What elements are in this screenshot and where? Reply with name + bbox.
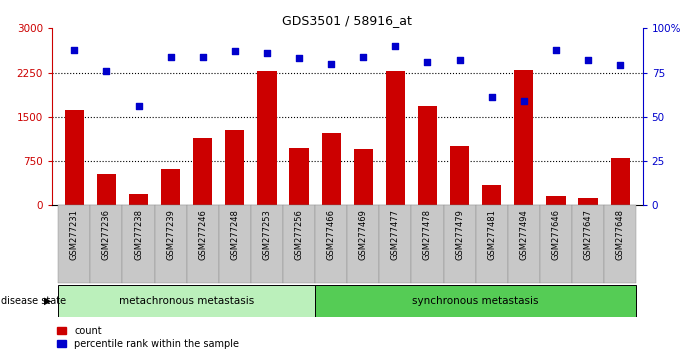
Bar xyxy=(347,205,379,283)
Point xyxy=(583,57,594,63)
Bar xyxy=(251,205,283,283)
Point xyxy=(422,59,433,65)
Bar xyxy=(572,205,604,283)
Bar xyxy=(354,149,373,205)
Bar xyxy=(482,185,502,205)
Bar xyxy=(193,138,212,205)
Text: GSM277236: GSM277236 xyxy=(102,209,111,260)
Bar xyxy=(65,110,84,205)
Bar xyxy=(225,130,245,205)
Bar xyxy=(450,146,469,205)
Point xyxy=(165,54,176,59)
Bar xyxy=(129,194,148,205)
Text: GSM277479: GSM277479 xyxy=(455,209,464,260)
Text: GSM277494: GSM277494 xyxy=(520,209,529,260)
Point xyxy=(614,63,625,68)
Text: GSM277469: GSM277469 xyxy=(359,209,368,260)
Point xyxy=(69,47,80,52)
Text: GSM277477: GSM277477 xyxy=(391,209,400,260)
Point xyxy=(551,47,562,52)
Text: GSM277253: GSM277253 xyxy=(263,209,272,260)
Bar xyxy=(122,205,155,283)
Point xyxy=(261,50,272,56)
Bar xyxy=(257,72,276,205)
Text: GSM277239: GSM277239 xyxy=(166,209,175,260)
Point xyxy=(294,56,305,61)
Bar xyxy=(540,205,572,283)
Legend: count, percentile rank within the sample: count, percentile rank within the sample xyxy=(57,326,239,349)
Bar xyxy=(386,72,405,205)
Bar xyxy=(411,205,444,283)
Text: GSM277646: GSM277646 xyxy=(551,209,560,260)
Text: GSM277231: GSM277231 xyxy=(70,209,79,260)
Bar xyxy=(58,205,91,283)
Bar xyxy=(155,205,187,283)
Point xyxy=(325,61,337,67)
Bar xyxy=(475,205,508,283)
Point xyxy=(518,98,529,104)
Bar xyxy=(219,205,251,283)
Point xyxy=(229,48,240,54)
Text: disease state: disease state xyxy=(1,296,66,306)
Bar xyxy=(514,70,533,205)
Point xyxy=(390,43,401,49)
Text: GSM277648: GSM277648 xyxy=(616,209,625,260)
Text: GSM277248: GSM277248 xyxy=(230,209,239,260)
Bar xyxy=(508,205,540,283)
Bar xyxy=(578,198,598,205)
Text: GSM277647: GSM277647 xyxy=(583,209,593,260)
Bar xyxy=(611,158,630,205)
Point xyxy=(101,68,112,74)
Text: GSM277481: GSM277481 xyxy=(487,209,496,260)
Point xyxy=(486,95,498,100)
Text: GSM277478: GSM277478 xyxy=(423,209,432,260)
Bar xyxy=(604,205,636,283)
Title: GDS3501 / 58916_at: GDS3501 / 58916_at xyxy=(283,14,412,27)
Bar xyxy=(379,205,411,283)
Bar xyxy=(283,205,315,283)
Point xyxy=(358,54,369,59)
Text: ▶: ▶ xyxy=(44,296,52,306)
Bar xyxy=(161,169,180,205)
Bar xyxy=(91,205,122,283)
Point xyxy=(454,57,465,63)
Text: GSM277246: GSM277246 xyxy=(198,209,207,260)
Point xyxy=(197,54,208,59)
Bar xyxy=(58,285,315,317)
Text: GSM277466: GSM277466 xyxy=(327,209,336,260)
Bar xyxy=(444,205,475,283)
Bar xyxy=(97,174,116,205)
Text: synchronous metastasis: synchronous metastasis xyxy=(413,296,539,306)
Bar xyxy=(418,106,437,205)
Point xyxy=(133,103,144,109)
Bar xyxy=(187,205,219,283)
Bar xyxy=(315,205,347,283)
Text: GSM277238: GSM277238 xyxy=(134,209,143,260)
Bar xyxy=(321,133,341,205)
Bar xyxy=(315,285,636,317)
Bar xyxy=(547,196,565,205)
Text: GSM277256: GSM277256 xyxy=(294,209,303,260)
Text: metachronous metastasis: metachronous metastasis xyxy=(119,296,254,306)
Bar xyxy=(290,148,309,205)
